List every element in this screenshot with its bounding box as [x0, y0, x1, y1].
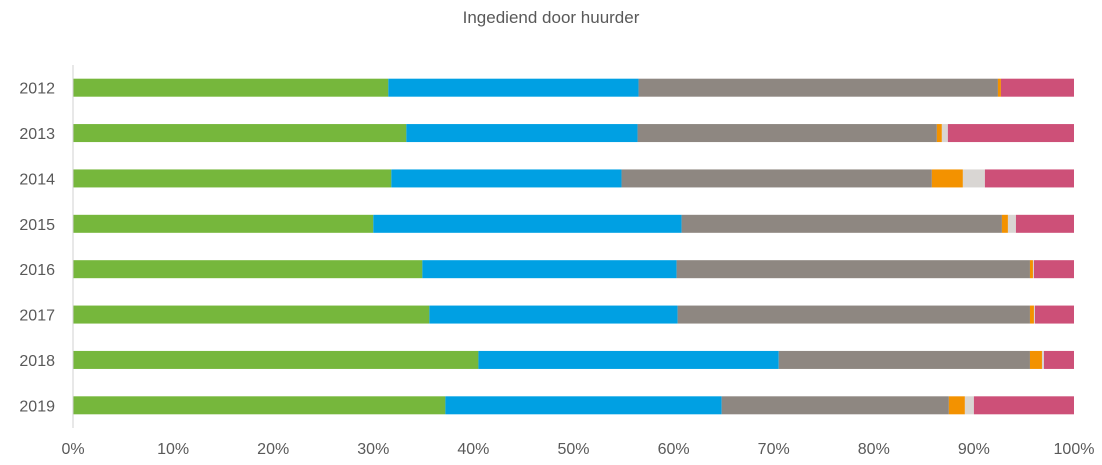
x-tick-label: 50%	[557, 441, 589, 458]
x-tick-label: 30%	[357, 441, 389, 458]
y-tick-label: 2013	[19, 126, 55, 143]
bar-2019-segment-1	[73, 396, 446, 415]
y-tick-label: 2014	[19, 171, 55, 188]
x-tick-label: 90%	[958, 441, 990, 458]
chart-title: Ingediend door huurder	[462, 8, 640, 27]
bar-2015-segment-6	[1015, 214, 1074, 233]
bar-2016-segment-1	[73, 260, 423, 279]
bar-2019-segment-6	[973, 396, 1074, 415]
bar-2015-segment-2	[373, 214, 682, 233]
bar-2015-segment-3	[681, 214, 1002, 233]
bar-2012-segment-6	[1000, 78, 1074, 97]
bar-2013-segment-6	[947, 124, 1074, 143]
y-tick-label: 2019	[19, 398, 55, 415]
bar-2015-segment-5	[1007, 214, 1016, 233]
bar-2013-segment-3	[637, 124, 937, 143]
bar-2017-segment-4	[1029, 305, 1034, 324]
bar-2012-segment-2	[388, 78, 639, 97]
bar-2012-segment-4	[997, 78, 1001, 97]
bar-2015-segment-1	[73, 214, 374, 233]
x-tick-label: 70%	[758, 441, 790, 458]
x-tick-label: 20%	[257, 441, 289, 458]
bar-2019-segment-3	[721, 396, 949, 415]
x-tick-label: 40%	[457, 441, 489, 458]
bar-2018-segment-1	[73, 350, 479, 369]
bar-2016-segment-2	[422, 260, 677, 279]
bar-2016-segment-6	[1033, 260, 1074, 279]
bar-2013-segment-5	[941, 124, 948, 143]
bar-2019-segment-4	[948, 396, 965, 415]
y-tick-label: 2018	[19, 353, 55, 370]
bar-2016-segment-5	[1032, 260, 1034, 279]
bar-2017-segment-3	[677, 305, 1030, 324]
bar-2018-segment-3	[778, 350, 1030, 369]
x-tick-label: 80%	[858, 441, 890, 458]
x-tick-label: 60%	[658, 441, 690, 458]
bar-2018-segment-4	[1029, 350, 1042, 369]
bar-2012-segment-3	[638, 78, 998, 97]
bar-2013-segment-1	[73, 124, 407, 143]
bar-2014-segment-6	[984, 169, 1074, 188]
bar-2014-segment-5	[962, 169, 985, 188]
bar-2018-segment-2	[478, 350, 779, 369]
bar-2016-segment-4	[1029, 260, 1033, 279]
bar-2014-segment-4	[931, 169, 963, 188]
x-tick-label: 100%	[1054, 441, 1095, 458]
bar-2017-segment-6	[1034, 305, 1074, 324]
x-tick-label: 10%	[157, 441, 189, 458]
bar-2018-segment-5	[1041, 350, 1044, 369]
bar-2017-segment-1	[73, 305, 430, 324]
bar-2015-segment-4	[1001, 214, 1008, 233]
bar-2017-segment-5	[1033, 305, 1035, 324]
bar-2018-segment-6	[1043, 350, 1074, 369]
bar-2012-segment-1	[73, 78, 389, 97]
y-tick-label: 2016	[19, 262, 55, 279]
bar-2014-segment-1	[73, 169, 392, 188]
bar-2019-segment-5	[964, 396, 974, 415]
bar-2019-segment-2	[445, 396, 722, 415]
bar-2013-segment-4	[936, 124, 942, 143]
y-tick-label: 2017	[19, 308, 55, 325]
bar-2014-segment-2	[391, 169, 622, 188]
bar-2014-segment-3	[621, 169, 932, 188]
bar-2013-segment-2	[406, 124, 638, 143]
x-tick-label: 0%	[61, 441, 84, 458]
bar-2017-segment-2	[429, 305, 678, 324]
y-tick-label: 2012	[19, 81, 55, 98]
y-tick-label: 2015	[19, 217, 55, 234]
bar-2016-segment-3	[676, 260, 1030, 279]
